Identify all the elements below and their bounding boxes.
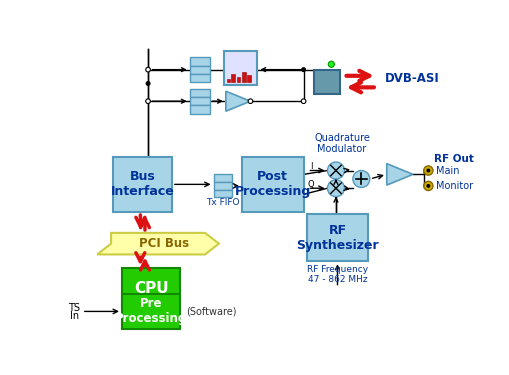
Text: RF Frequency
47 - 862 MHz: RF Frequency 47 - 862 MHz xyxy=(307,265,368,284)
Text: Quadrature
Modulator: Quadrature Modulator xyxy=(314,133,370,154)
Text: Bus
Interface: Bus Interface xyxy=(111,170,175,198)
Text: DVB-ASI: DVB-ASI xyxy=(384,72,439,85)
Bar xyxy=(307,214,367,261)
Circle shape xyxy=(327,162,345,179)
Circle shape xyxy=(423,166,433,175)
Circle shape xyxy=(302,68,305,72)
Circle shape xyxy=(427,169,430,172)
Bar xyxy=(122,294,180,329)
Bar xyxy=(213,190,232,198)
Bar xyxy=(122,268,180,308)
Text: PCI Bus: PCI Bus xyxy=(139,237,189,250)
Text: Post
Processing: Post Processing xyxy=(235,170,311,198)
Polygon shape xyxy=(226,91,250,111)
Circle shape xyxy=(327,180,345,197)
Text: Monitor: Monitor xyxy=(436,181,473,191)
Bar xyxy=(190,89,210,97)
Bar xyxy=(190,105,210,114)
Polygon shape xyxy=(387,164,413,185)
Bar xyxy=(242,157,303,212)
Text: Main: Main xyxy=(436,165,460,176)
Text: RF Out: RF Out xyxy=(435,154,474,164)
Bar xyxy=(231,74,235,82)
Text: Pre
Processing: Pre Processing xyxy=(115,297,187,326)
Circle shape xyxy=(146,68,150,72)
Text: CPU: CPU xyxy=(134,281,168,296)
Circle shape xyxy=(146,99,150,104)
Bar xyxy=(237,77,240,82)
Polygon shape xyxy=(97,233,219,255)
Circle shape xyxy=(353,171,370,188)
Circle shape xyxy=(427,184,430,187)
Bar xyxy=(190,66,210,74)
Text: I: I xyxy=(310,162,313,171)
Text: Q: Q xyxy=(308,180,315,189)
Text: Tx FIFO: Tx FIFO xyxy=(206,198,240,207)
Bar xyxy=(213,182,232,190)
Circle shape xyxy=(146,82,150,86)
Bar xyxy=(213,174,232,182)
Bar xyxy=(242,72,246,82)
Bar xyxy=(114,157,172,212)
Text: In: In xyxy=(70,311,79,321)
Text: (Software): (Software) xyxy=(187,306,237,316)
Bar xyxy=(190,57,210,66)
Bar xyxy=(247,75,251,82)
Bar xyxy=(314,70,340,93)
Circle shape xyxy=(301,99,306,104)
Circle shape xyxy=(328,61,334,68)
Bar xyxy=(227,79,231,82)
Bar xyxy=(224,51,257,85)
Circle shape xyxy=(423,181,433,190)
Text: TS: TS xyxy=(68,303,80,313)
Bar xyxy=(190,97,210,105)
Circle shape xyxy=(248,99,253,104)
Bar xyxy=(190,74,210,82)
Text: RF
Synthesizer: RF Synthesizer xyxy=(296,224,379,252)
